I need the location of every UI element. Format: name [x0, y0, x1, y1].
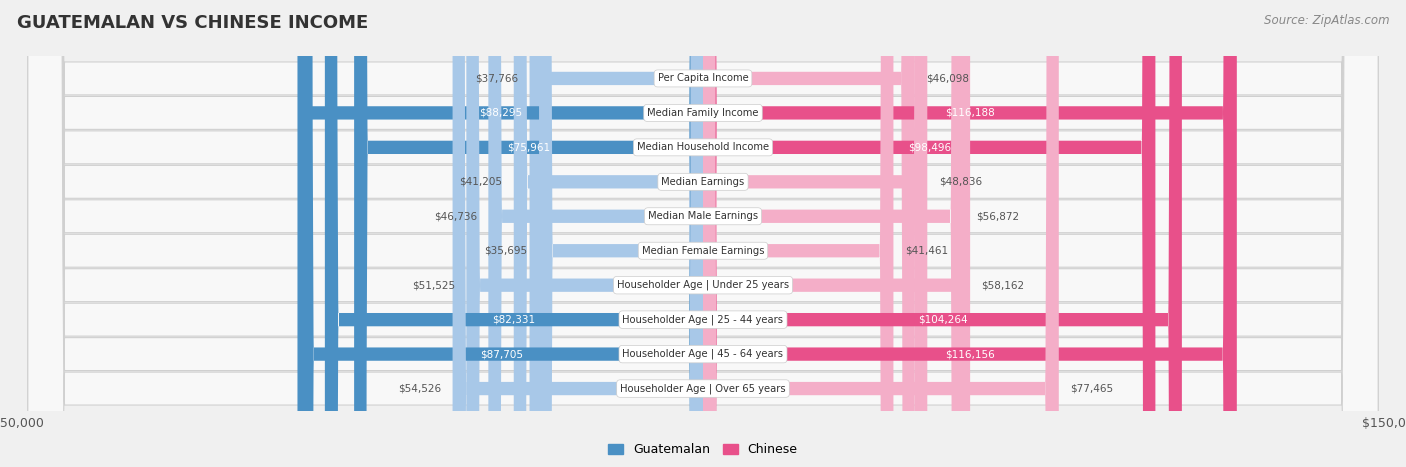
Text: $51,525: $51,525 [412, 280, 456, 290]
Text: $56,872: $56,872 [976, 211, 1019, 221]
Text: $35,695: $35,695 [485, 246, 527, 256]
Text: $41,205: $41,205 [460, 177, 502, 187]
FancyBboxPatch shape [28, 0, 1378, 467]
FancyBboxPatch shape [453, 0, 703, 467]
Text: $46,736: $46,736 [433, 211, 477, 221]
Text: Median Family Income: Median Family Income [647, 108, 759, 118]
FancyBboxPatch shape [28, 0, 1378, 467]
FancyBboxPatch shape [354, 0, 703, 467]
Text: $98,496: $98,496 [908, 142, 950, 152]
FancyBboxPatch shape [28, 0, 1378, 467]
Text: $58,162: $58,162 [981, 280, 1025, 290]
FancyBboxPatch shape [703, 0, 1182, 467]
Text: Householder Age | Under 25 years: Householder Age | Under 25 years [617, 280, 789, 290]
Text: Per Capita Income: Per Capita Income [658, 73, 748, 84]
FancyBboxPatch shape [538, 0, 703, 467]
Text: Householder Age | 45 - 64 years: Householder Age | 45 - 64 years [623, 349, 783, 359]
FancyBboxPatch shape [299, 0, 703, 467]
Text: $77,465: $77,465 [1070, 383, 1114, 394]
Text: $116,156: $116,156 [945, 349, 994, 359]
FancyBboxPatch shape [703, 0, 1236, 467]
Text: $37,766: $37,766 [475, 73, 517, 84]
Text: $46,098: $46,098 [927, 73, 969, 84]
FancyBboxPatch shape [28, 0, 1378, 467]
Text: Median Earnings: Median Earnings [661, 177, 745, 187]
FancyBboxPatch shape [28, 0, 1378, 467]
Text: $82,331: $82,331 [492, 315, 536, 325]
FancyBboxPatch shape [488, 0, 703, 467]
FancyBboxPatch shape [703, 0, 893, 467]
FancyBboxPatch shape [703, 0, 928, 467]
FancyBboxPatch shape [513, 0, 703, 467]
Text: Source: ZipAtlas.com: Source: ZipAtlas.com [1264, 14, 1389, 27]
FancyBboxPatch shape [530, 0, 703, 467]
FancyBboxPatch shape [298, 0, 703, 467]
Text: $48,836: $48,836 [939, 177, 981, 187]
FancyBboxPatch shape [28, 0, 1378, 467]
Text: $75,961: $75,961 [508, 142, 550, 152]
FancyBboxPatch shape [28, 0, 1378, 467]
FancyBboxPatch shape [28, 0, 1378, 467]
Legend: Guatemalan, Chinese: Guatemalan, Chinese [603, 439, 803, 461]
FancyBboxPatch shape [467, 0, 703, 467]
Text: Householder Age | Over 65 years: Householder Age | Over 65 years [620, 383, 786, 394]
Text: $116,188: $116,188 [945, 108, 994, 118]
Text: $54,526: $54,526 [398, 383, 441, 394]
FancyBboxPatch shape [703, 0, 915, 467]
Text: GUATEMALAN VS CHINESE INCOME: GUATEMALAN VS CHINESE INCOME [17, 14, 368, 32]
Text: Median Male Earnings: Median Male Earnings [648, 211, 758, 221]
Text: Householder Age | 25 - 44 years: Householder Age | 25 - 44 years [623, 314, 783, 325]
Text: Median Female Earnings: Median Female Earnings [641, 246, 765, 256]
FancyBboxPatch shape [28, 0, 1378, 467]
FancyBboxPatch shape [703, 0, 1237, 467]
FancyBboxPatch shape [703, 0, 965, 467]
FancyBboxPatch shape [325, 0, 703, 467]
Text: $88,295: $88,295 [478, 108, 522, 118]
Text: $104,264: $104,264 [918, 315, 967, 325]
FancyBboxPatch shape [703, 0, 970, 467]
FancyBboxPatch shape [28, 0, 1378, 467]
Text: $41,461: $41,461 [905, 246, 948, 256]
FancyBboxPatch shape [703, 0, 1059, 467]
Text: Median Household Income: Median Household Income [637, 142, 769, 152]
FancyBboxPatch shape [703, 0, 1156, 467]
Text: $87,705: $87,705 [479, 349, 523, 359]
